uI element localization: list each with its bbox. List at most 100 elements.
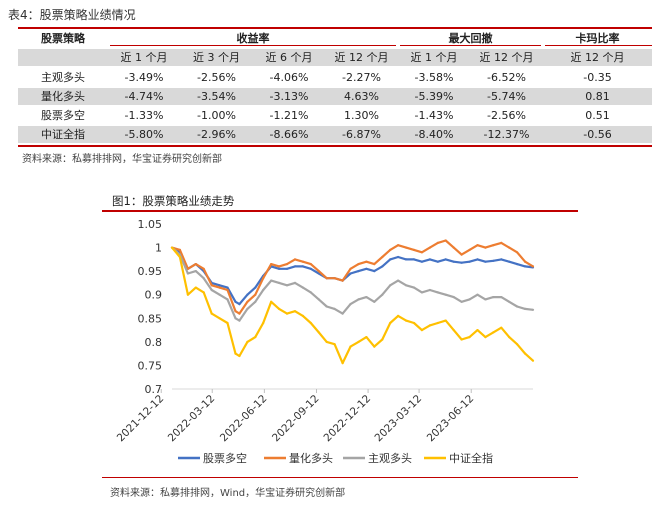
data-point — [254, 286, 257, 289]
data-point — [186, 272, 189, 275]
data-point — [412, 286, 416, 289]
data-point — [301, 260, 304, 263]
data-point — [381, 255, 384, 259]
data-point — [254, 300, 257, 303]
table-cell: -8.66% — [269, 128, 309, 141]
data-point — [301, 265, 304, 268]
data-point — [500, 241, 503, 244]
header-drawdown-underline — [400, 45, 541, 46]
data-point — [420, 291, 423, 294]
data-point — [226, 288, 229, 292]
data-point — [278, 281, 281, 284]
table-caption: 表4：股票策略业绩情况 — [8, 8, 136, 22]
data-point — [460, 253, 463, 256]
data-point — [397, 279, 400, 282]
data-point — [210, 284, 213, 287]
data-point — [484, 336, 487, 339]
header-strategy: 股票策略 — [41, 32, 85, 45]
data-point — [341, 362, 344, 365]
table-cell: -5.39% — [414, 90, 454, 103]
data-point — [234, 300, 237, 303]
data-point — [428, 324, 431, 327]
data-point — [516, 263, 519, 266]
data-point — [262, 288, 265, 292]
data-point — [341, 312, 344, 315]
data-point — [309, 291, 312, 294]
table-cell: -1.00% — [197, 109, 236, 122]
row-label: 股票多空 — [41, 109, 85, 122]
data-point — [468, 260, 471, 263]
data-point — [218, 317, 221, 320]
data-point — [476, 258, 479, 261]
data-point — [444, 258, 447, 261]
table-cell: -2.56% — [197, 71, 236, 84]
y-tick-label: 0.9 — [145, 289, 163, 302]
data-point — [476, 244, 479, 247]
row-label: 量化多头 — [41, 90, 85, 103]
table-source: 资料来源：私募排排网，华宝证券研究创新部 — [22, 154, 222, 165]
data-point — [178, 248, 181, 251]
data-point — [436, 260, 439, 263]
data-point — [365, 267, 368, 270]
data-point — [397, 314, 400, 317]
table-cell: 0.51 — [585, 109, 610, 122]
data-point — [412, 248, 416, 251]
table-row: 量化多头 -4.74% -3.54% -3.13% 4.63% -5.39% -… — [18, 88, 652, 105]
data-point — [349, 303, 352, 306]
subheader-dd-1m: 近 1 个月 — [410, 51, 458, 64]
data-point — [194, 263, 197, 266]
data-point — [309, 321, 312, 325]
y-tick-label: 0.8 — [145, 336, 163, 349]
table-cell: -2.27% — [342, 71, 381, 84]
data-point — [365, 336, 368, 339]
data-point — [226, 298, 229, 301]
data-point — [420, 260, 423, 263]
data-point — [405, 284, 408, 287]
data-point — [333, 307, 336, 310]
data-point — [238, 319, 241, 322]
data-point — [202, 267, 205, 270]
data-point — [476, 293, 479, 296]
data-point — [357, 340, 360, 343]
data-point — [492, 296, 495, 299]
data-point — [349, 267, 352, 270]
table-cell: -3.13% — [269, 90, 309, 103]
data-point — [246, 307, 249, 310]
data-point — [412, 321, 416, 325]
data-point — [516, 305, 519, 308]
data-point — [428, 288, 431, 292]
data-point — [508, 246, 511, 249]
data-point — [317, 331, 320, 334]
data-point — [218, 284, 221, 287]
y-tick-label: 0.75 — [138, 359, 163, 372]
data-point — [428, 258, 431, 261]
data-point — [436, 321, 439, 325]
data-point — [234, 352, 237, 355]
data-point — [246, 300, 249, 303]
table-cell: -12.37% — [483, 128, 530, 141]
data-point — [254, 293, 257, 296]
y-tick-label: 1 — [155, 242, 162, 255]
data-point — [278, 307, 281, 310]
data-point — [389, 248, 392, 251]
data-point — [349, 272, 352, 275]
data-point — [293, 281, 297, 284]
data-point — [210, 288, 213, 292]
header-return-underline — [110, 45, 396, 46]
data-point — [524, 307, 527, 310]
table-bottom-rule — [18, 145, 652, 147]
data-point — [325, 340, 328, 343]
table-cell: -2.56% — [487, 109, 526, 122]
data-point — [301, 314, 304, 317]
data-point — [524, 265, 527, 268]
data-point — [492, 244, 495, 247]
legend-label: 中证全指 — [449, 451, 493, 465]
table-cell: -4.74% — [124, 90, 164, 103]
data-point — [262, 321, 265, 325]
data-point — [349, 345, 352, 348]
table-cell: -0.56 — [583, 128, 612, 141]
table-cell: -3.49% — [124, 71, 164, 84]
data-point — [317, 298, 320, 301]
data-point — [373, 263, 376, 266]
header-return: 收益率 — [236, 32, 270, 45]
